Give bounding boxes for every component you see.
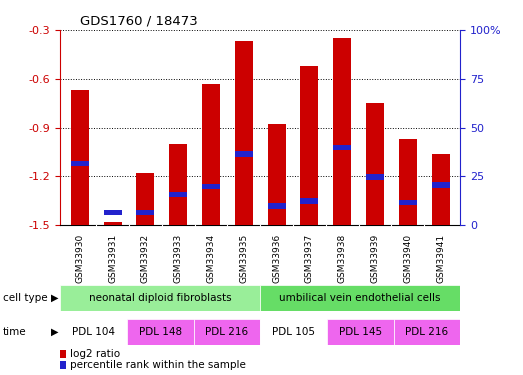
Bar — [169, 144, 187, 225]
Bar — [71, 161, 89, 166]
Bar — [366, 174, 384, 180]
Bar — [431, 182, 450, 188]
Bar — [327, 319, 393, 345]
Text: PDL 145: PDL 145 — [339, 327, 382, 337]
Bar — [333, 145, 351, 150]
Bar — [169, 192, 187, 197]
Text: umbilical vein endothelial cells: umbilical vein endothelial cells — [279, 293, 441, 303]
Bar — [235, 151, 253, 157]
Bar — [60, 285, 260, 311]
Text: log2 ratio: log2 ratio — [70, 349, 120, 359]
Bar — [60, 319, 127, 345]
Text: neonatal diploid fibroblasts: neonatal diploid fibroblasts — [89, 293, 232, 303]
Bar — [393, 319, 460, 345]
Bar — [235, 41, 253, 225]
Text: PDL 148: PDL 148 — [139, 327, 181, 337]
Bar — [202, 84, 220, 225]
Bar — [137, 173, 154, 225]
Bar — [104, 222, 122, 225]
Text: PDL 216: PDL 216 — [405, 327, 448, 337]
Text: PDL 216: PDL 216 — [206, 327, 248, 337]
Bar — [127, 319, 194, 345]
Bar — [399, 200, 417, 206]
Text: PDL 104: PDL 104 — [72, 327, 115, 337]
Text: GSM33932: GSM33932 — [141, 234, 150, 283]
Text: GSM33934: GSM33934 — [207, 234, 215, 283]
Text: GSM33940: GSM33940 — [403, 234, 412, 283]
Bar — [333, 38, 351, 225]
Text: ▶: ▶ — [51, 293, 59, 303]
Text: GSM33933: GSM33933 — [174, 234, 183, 283]
Text: PDL 105: PDL 105 — [272, 327, 315, 337]
Bar — [366, 103, 384, 225]
Text: GDS1760 / 18473: GDS1760 / 18473 — [80, 15, 198, 27]
Bar — [300, 198, 319, 204]
Bar — [399, 139, 417, 225]
Text: GSM33937: GSM33937 — [305, 234, 314, 283]
Bar — [268, 203, 286, 209]
Text: GSM33931: GSM33931 — [108, 234, 117, 283]
Bar — [431, 153, 450, 225]
Bar — [137, 210, 154, 215]
Bar — [260, 285, 460, 311]
Text: cell type: cell type — [3, 293, 47, 303]
Bar — [71, 90, 89, 225]
Text: GSM33938: GSM33938 — [338, 234, 347, 283]
Text: GSM33930: GSM33930 — [75, 234, 84, 283]
Bar — [194, 319, 260, 345]
Bar — [202, 184, 220, 189]
Text: GSM33936: GSM33936 — [272, 234, 281, 283]
Text: GSM33939: GSM33939 — [370, 234, 380, 283]
Bar — [268, 124, 286, 225]
Text: GSM33941: GSM33941 — [436, 234, 445, 283]
Text: time: time — [3, 327, 26, 337]
Text: GSM33935: GSM33935 — [240, 234, 248, 283]
Bar — [300, 66, 319, 225]
Text: ▶: ▶ — [51, 327, 59, 337]
Bar — [104, 210, 122, 215]
Bar — [260, 319, 327, 345]
Text: percentile rank within the sample: percentile rank within the sample — [70, 360, 245, 370]
